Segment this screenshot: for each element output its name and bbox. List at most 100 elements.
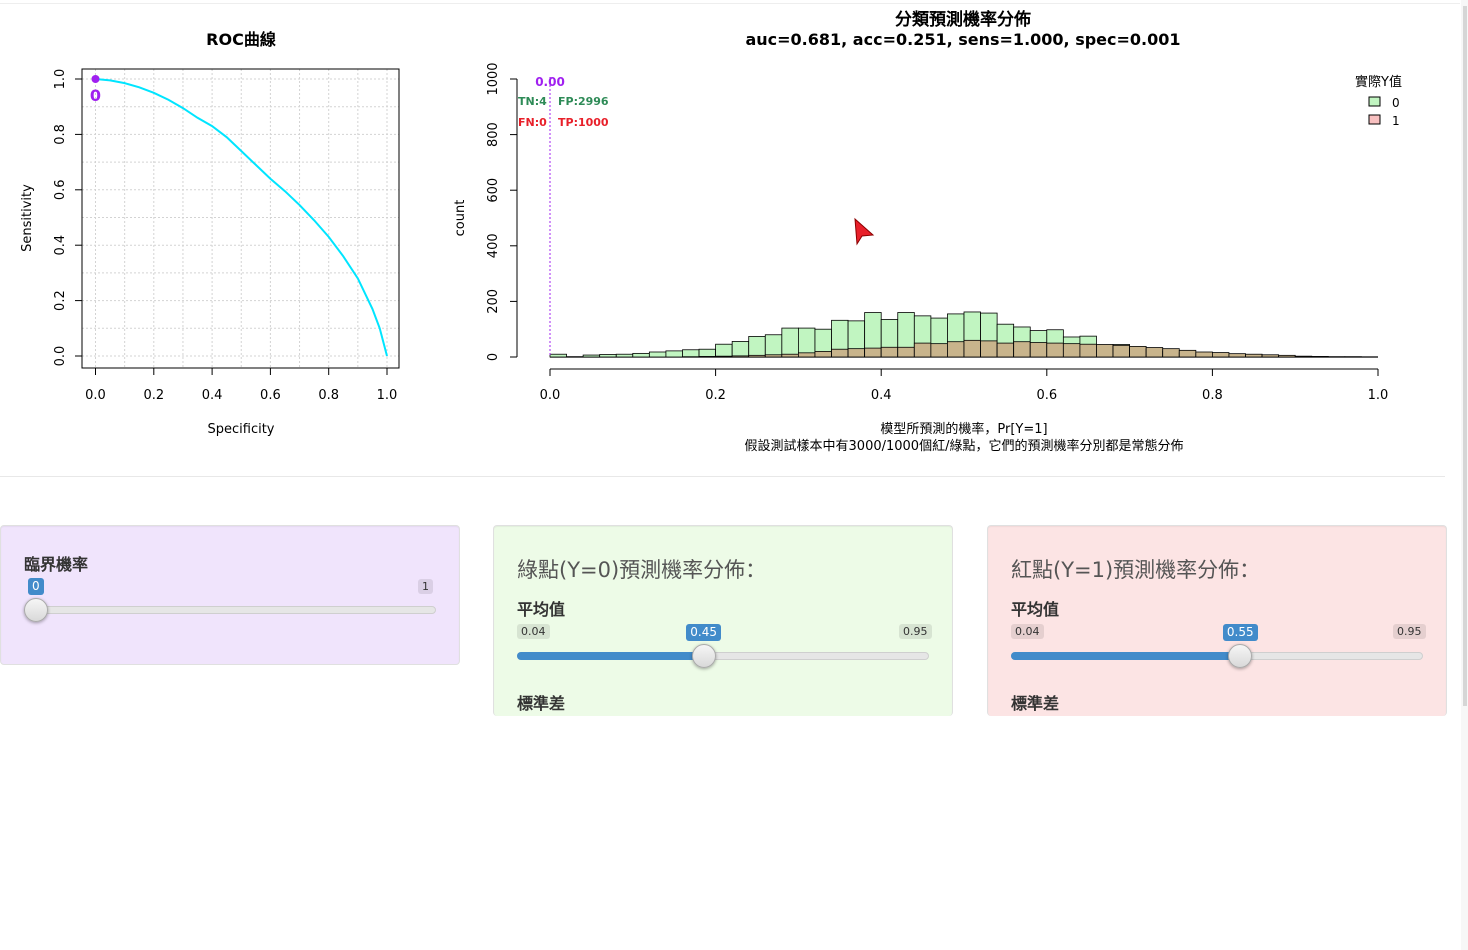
- roc-ytick-label: 0.4: [53, 235, 68, 256]
- roc-xtick-label: 0.2: [143, 388, 164, 403]
- hist-bar-y0: [682, 349, 700, 358]
- threshold-slider-handle[interactable]: [24, 598, 48, 622]
- roc-xtick-label: 0.6: [260, 388, 281, 403]
- hist-bar-y1: [1212, 352, 1230, 358]
- roc-ytick-label: 0.8: [53, 124, 68, 145]
- threshold-slider-max: 1: [418, 579, 433, 594]
- green-mean-slider-max: 0.95: [899, 624, 932, 639]
- threshold-slider-track[interactable]: [24, 606, 436, 614]
- hist-ytick-label: 200: [486, 289, 501, 314]
- green-panel-heading: 綠點(Y=0)預測機率分佈：: [517, 558, 767, 582]
- hist-ytick-label: 800: [486, 122, 501, 147]
- hist-bar-y1: [847, 348, 866, 358]
- hist-subtitle: auc=0.681, acc=0.251, sens=1.000, spec=0…: [745, 30, 1180, 49]
- green-mean-slider[interactable]: 0.04 0.95 0.45: [517, 622, 932, 668]
- mouse-cursor-icon: [854, 217, 875, 246]
- hist-bar-y1: [1079, 343, 1097, 358]
- hist-bar-y1: [1029, 342, 1048, 358]
- roc-xtick-label: 0.4: [202, 388, 223, 403]
- hist-bar-y1: [1145, 347, 1164, 358]
- roc-chart: ROC曲線 Sensitivity Specificity 0.0 0.2 0.4 0…: [20, 30, 400, 437]
- tn-label: TN:4: [518, 95, 547, 108]
- roc-point-label: 0: [90, 86, 101, 105]
- red-mean-slider-handle[interactable]: [1228, 644, 1253, 668]
- hist-bar-y1: [831, 348, 849, 358]
- hist-xlabel-line1: 模型所預測的機率，Pr[Y=1]: [880, 421, 1047, 437]
- hist-bar-y1: [1261, 354, 1280, 358]
- hist-bar-y1: [748, 354, 766, 358]
- hist-bar-y1: [1046, 342, 1064, 358]
- legend-label-1: 1: [1392, 114, 1400, 128]
- roc-curve-layer: 0: [90, 75, 388, 357]
- roc-xtick-label: 1.0: [377, 388, 398, 403]
- green-mean-slider-fill: [517, 652, 704, 660]
- hist-bar-y1: [814, 351, 832, 358]
- threshold-slider[interactable]: 1 0: [24, 576, 436, 622]
- hist-ylabel: count: [453, 200, 468, 237]
- red-mean-slider[interactable]: 0.04 0.95 0.55: [1011, 622, 1426, 668]
- top-border: [0, 3, 1460, 4]
- fp-label: FP:2996: [558, 95, 609, 108]
- red-mean-slider-fill: [1011, 652, 1241, 660]
- red-mean-slider-max: 0.95: [1393, 624, 1426, 639]
- histogram-chart: 分類預測機率分佈 auc=0.681, acc=0.251, sens=1.00…: [453, 9, 1402, 454]
- hist-bar-y1: [897, 346, 915, 358]
- red-panel-heading: 紅點(Y=1)預測機率分佈：: [1011, 558, 1261, 582]
- window-scrollbar-thumb[interactable]: [1463, 6, 1467, 706]
- legend-label-0: 0: [1392, 96, 1400, 110]
- hist-bar-y1: [864, 347, 882, 358]
- hist-bar-y1: [1162, 348, 1180, 358]
- tp-label: TP:1000: [558, 116, 609, 129]
- green-mean-slider-value: 0.45: [686, 624, 721, 641]
- roc-plot-frame: [81, 68, 400, 369]
- roc-xtick-label: 0.0: [85, 388, 106, 403]
- hist-bar-y1: [764, 354, 783, 358]
- hist-bar-y0: [615, 353, 634, 358]
- hist-bar-y1: [1294, 355, 1313, 358]
- hist-xlabel-line2: 假設測試樣本中有3000/1000個紅/綠點，它們的預測機率分別都是常態分佈: [745, 438, 1184, 454]
- hist-ytick-label: 0: [486, 353, 501, 361]
- hist-bar-y0: [781, 327, 799, 358]
- hist-bar-y1: [1129, 346, 1147, 358]
- green-sd-label: 標準差: [517, 694, 566, 713]
- hist-bar-y0: [731, 341, 750, 358]
- hist-title: 分類預測機率分佈: [895, 9, 1031, 30]
- hist-xtick-label: 1.0: [1368, 388, 1389, 403]
- roc-axes: 0.0 0.2 0.4 0.6 0.8 1.0 0.0 0.2 0.4 0.6 0.8 1.0: [53, 69, 397, 403]
- threshold-panel: 臨界機率 1 0: [0, 525, 460, 665]
- red-mean-slider-min: 0.04: [1011, 624, 1044, 639]
- hist-bar-y1: [930, 343, 948, 358]
- hist-bar-y0: [582, 354, 601, 358]
- hist-ytick-label: 600: [486, 178, 501, 203]
- hist-bar-y1: [1228, 353, 1246, 358]
- hist-bar-y1: [1096, 344, 1114, 358]
- hist-bar-y1: [781, 353, 799, 358]
- threshold-slider-value: 0: [28, 578, 44, 595]
- red-distribution-panel: 紅點(Y=1)預測機率分佈： 平均值 0.04 0.95 0.55 標準差: [987, 525, 1447, 716]
- roc-threshold-point: [91, 75, 100, 83]
- hist-bar-y1: [715, 355, 733, 358]
- green-distribution-panel: 綠點(Y=0)預測機率分佈： 平均值 0.04 0.95 0.45 標準差: [493, 525, 953, 716]
- green-mean-slider-min: 0.04: [517, 624, 550, 639]
- roc-ytick-label: 0.0: [53, 346, 68, 367]
- hist-bar-y0: [632, 352, 650, 358]
- hist-bar-y1: [698, 356, 716, 358]
- legend: 實際Y值 0 1: [1355, 74, 1402, 128]
- roc-title: ROC曲線: [206, 30, 276, 49]
- hist-bar-y1: [1311, 356, 1329, 358]
- hist-bar-y0: [698, 348, 716, 358]
- red-sd-label: 標準差: [1011, 694, 1060, 713]
- hist-xtick-label: 0.6: [1036, 388, 1057, 403]
- hist-bar-y1: [963, 339, 981, 358]
- roc-xtick-label: 0.8: [318, 388, 339, 403]
- hist-bar-y1: [1245, 353, 1263, 358]
- roc-ytick-label: 1.0: [53, 69, 68, 90]
- hist-bar-y1: [980, 340, 998, 358]
- roc-ylabel: Sensitivity: [20, 184, 35, 252]
- hist-xtick-label: 0.4: [871, 388, 892, 403]
- green-mean-slider-handle[interactable]: [691, 644, 716, 668]
- hist-bar-y0: [665, 350, 683, 358]
- hist-xtick-label: 0.0: [540, 388, 561, 403]
- hist-bar-y0: [764, 334, 783, 358]
- red-mean-slider-value: 0.55: [1222, 624, 1258, 641]
